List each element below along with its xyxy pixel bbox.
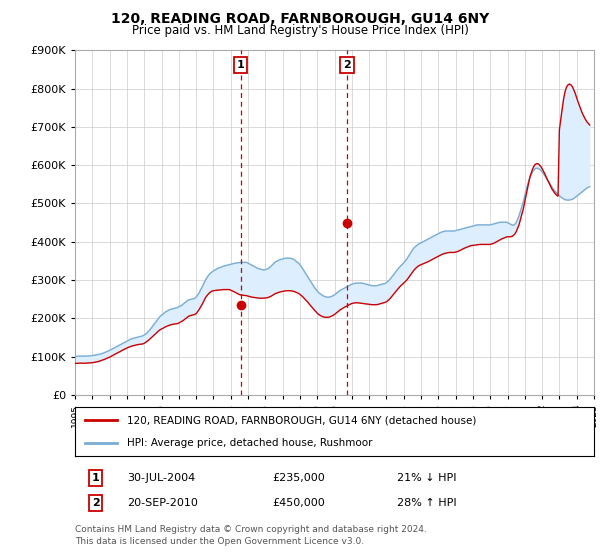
Text: 30-JUL-2004: 30-JUL-2004: [127, 473, 195, 483]
Text: £450,000: £450,000: [272, 498, 325, 508]
Text: 1: 1: [92, 473, 100, 483]
Text: 21% ↓ HPI: 21% ↓ HPI: [397, 473, 456, 483]
Text: 120, READING ROAD, FARNBOROUGH, GU14 6NY (detached house): 120, READING ROAD, FARNBOROUGH, GU14 6NY…: [127, 416, 476, 426]
Text: £235,000: £235,000: [272, 473, 325, 483]
Text: This data is licensed under the Open Government Licence v3.0.: This data is licensed under the Open Gov…: [75, 537, 364, 546]
Text: 2: 2: [343, 60, 351, 70]
Text: 1: 1: [237, 60, 245, 70]
Text: 2: 2: [92, 498, 100, 508]
Text: 20-SEP-2010: 20-SEP-2010: [127, 498, 198, 508]
Text: 28% ↑ HPI: 28% ↑ HPI: [397, 498, 457, 508]
Text: HPI: Average price, detached house, Rushmoor: HPI: Average price, detached house, Rush…: [127, 438, 373, 448]
Text: 120, READING ROAD, FARNBOROUGH, GU14 6NY: 120, READING ROAD, FARNBOROUGH, GU14 6NY: [111, 12, 489, 26]
Text: Price paid vs. HM Land Registry's House Price Index (HPI): Price paid vs. HM Land Registry's House …: [131, 24, 469, 37]
Text: Contains HM Land Registry data © Crown copyright and database right 2024.: Contains HM Land Registry data © Crown c…: [75, 525, 427, 534]
